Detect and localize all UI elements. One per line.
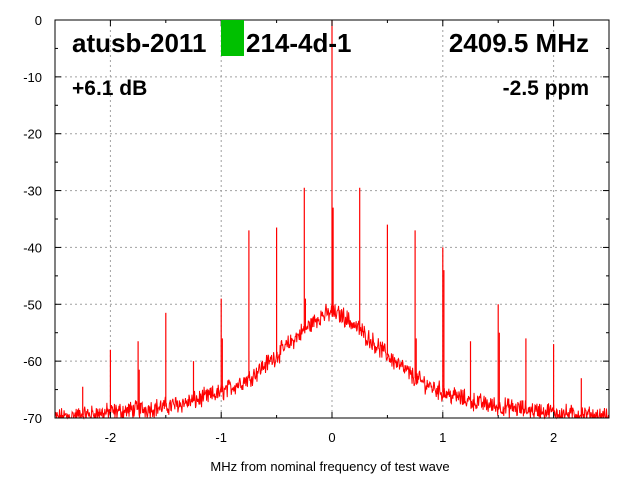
y-tick-label: 0 (35, 13, 42, 28)
x-tick-label: 2 (550, 430, 557, 445)
x-axis-label: MHz from nominal frequency of test wave (210, 459, 449, 474)
y-tick-label: -70 (23, 411, 42, 426)
y-tick-label: -40 (23, 240, 42, 255)
y-tick-label: -50 (23, 297, 42, 312)
status-marker (221, 20, 244, 56)
gain-label: +6.1 dB (72, 77, 147, 100)
ppm-label: -2.5 ppm (503, 77, 589, 100)
x-tick-label: -1 (215, 430, 227, 445)
y-tick-label: -30 (23, 184, 42, 199)
spectrum-series (54, 20, 610, 420)
device-label-suffix: 214-4d-1 (246, 28, 352, 58)
y-tick-label: -60 (23, 354, 42, 369)
y-tick-label: -20 (23, 127, 42, 142)
device-label: atusb-2011 (72, 28, 206, 58)
y-tick-label: -10 (23, 70, 42, 85)
x-tick-label: -2 (105, 430, 117, 445)
axis-ticks: 0-10-20-30-40-50-60-70-2 -1 0 1 2 (23, 13, 610, 445)
noise-floor-trace (54, 303, 610, 420)
x-tick-label: 0 (328, 430, 335, 445)
x-tick-label: 1 (439, 430, 446, 445)
frequency-label: 2409.5 MHz (449, 28, 589, 58)
